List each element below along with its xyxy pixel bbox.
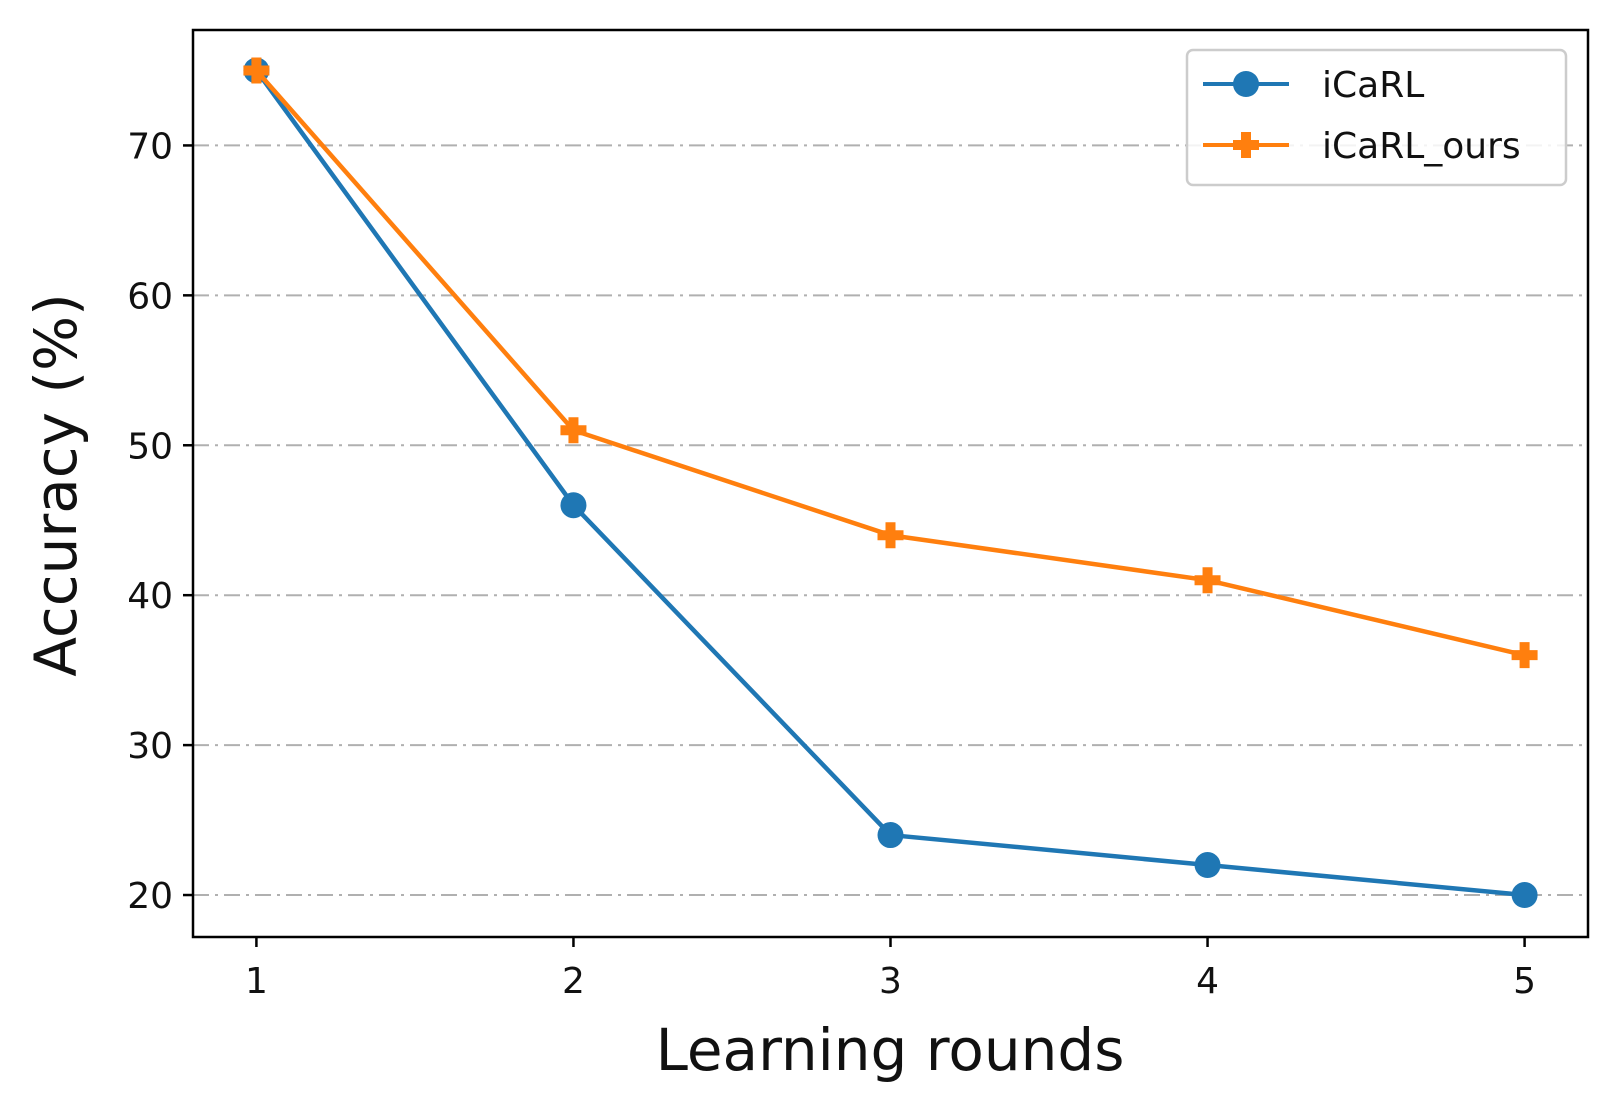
x-tick-label-2: 2	[562, 961, 585, 1002]
point-icarl-ours-3	[877, 522, 904, 549]
y-tick-label-20: 20	[127, 876, 173, 917]
legend-label-icarl-ours: iCaRL_ours	[1322, 126, 1521, 167]
y-tick-label-40: 40	[127, 576, 173, 617]
series-icarl-ours	[243, 57, 1538, 669]
ticks-layer: 20 30 40 50 60 70 1 2 3 4 5	[127, 126, 1536, 1002]
x-tick-label-5: 5	[1513, 961, 1536, 1002]
series-layer	[243, 57, 1538, 909]
point-icarl-2	[560, 492, 587, 519]
x-tick-label-3: 3	[879, 961, 902, 1002]
y-tick-label-60: 60	[127, 276, 173, 317]
point-icarl-ours-5	[1511, 642, 1538, 669]
y-axis-title: Accuracy (%)	[22, 293, 90, 677]
series-line-icarl	[254, 69, 1525, 898]
x-tick-label-1: 1	[245, 961, 268, 1002]
gridlines	[193, 144, 1588, 897]
y-tick-label-70: 70	[127, 126, 173, 167]
legend-marker-icarl-ours	[1233, 132, 1259, 158]
x-axis-title: Learning rounds	[656, 1016, 1125, 1084]
point-icarl-ours-1	[243, 57, 270, 84]
point-icarl-5	[1511, 882, 1538, 909]
y-tick-label-30: 30	[127, 726, 173, 767]
legend: iCaRL iCaRL_ours	[1185, 48, 1568, 187]
point-icarl-3	[877, 822, 904, 849]
legend-label-icarl: iCaRL	[1322, 65, 1424, 106]
y-tick-label-50: 50	[127, 426, 173, 467]
series-icarl	[243, 57, 1538, 909]
point-icarl-ours-4	[1194, 567, 1221, 594]
legend-marker-icarl	[1233, 71, 1259, 97]
point-icarl-4	[1194, 852, 1221, 879]
point-icarl-ours-2	[560, 417, 587, 444]
x-tick-label-4: 4	[1196, 961, 1219, 1002]
